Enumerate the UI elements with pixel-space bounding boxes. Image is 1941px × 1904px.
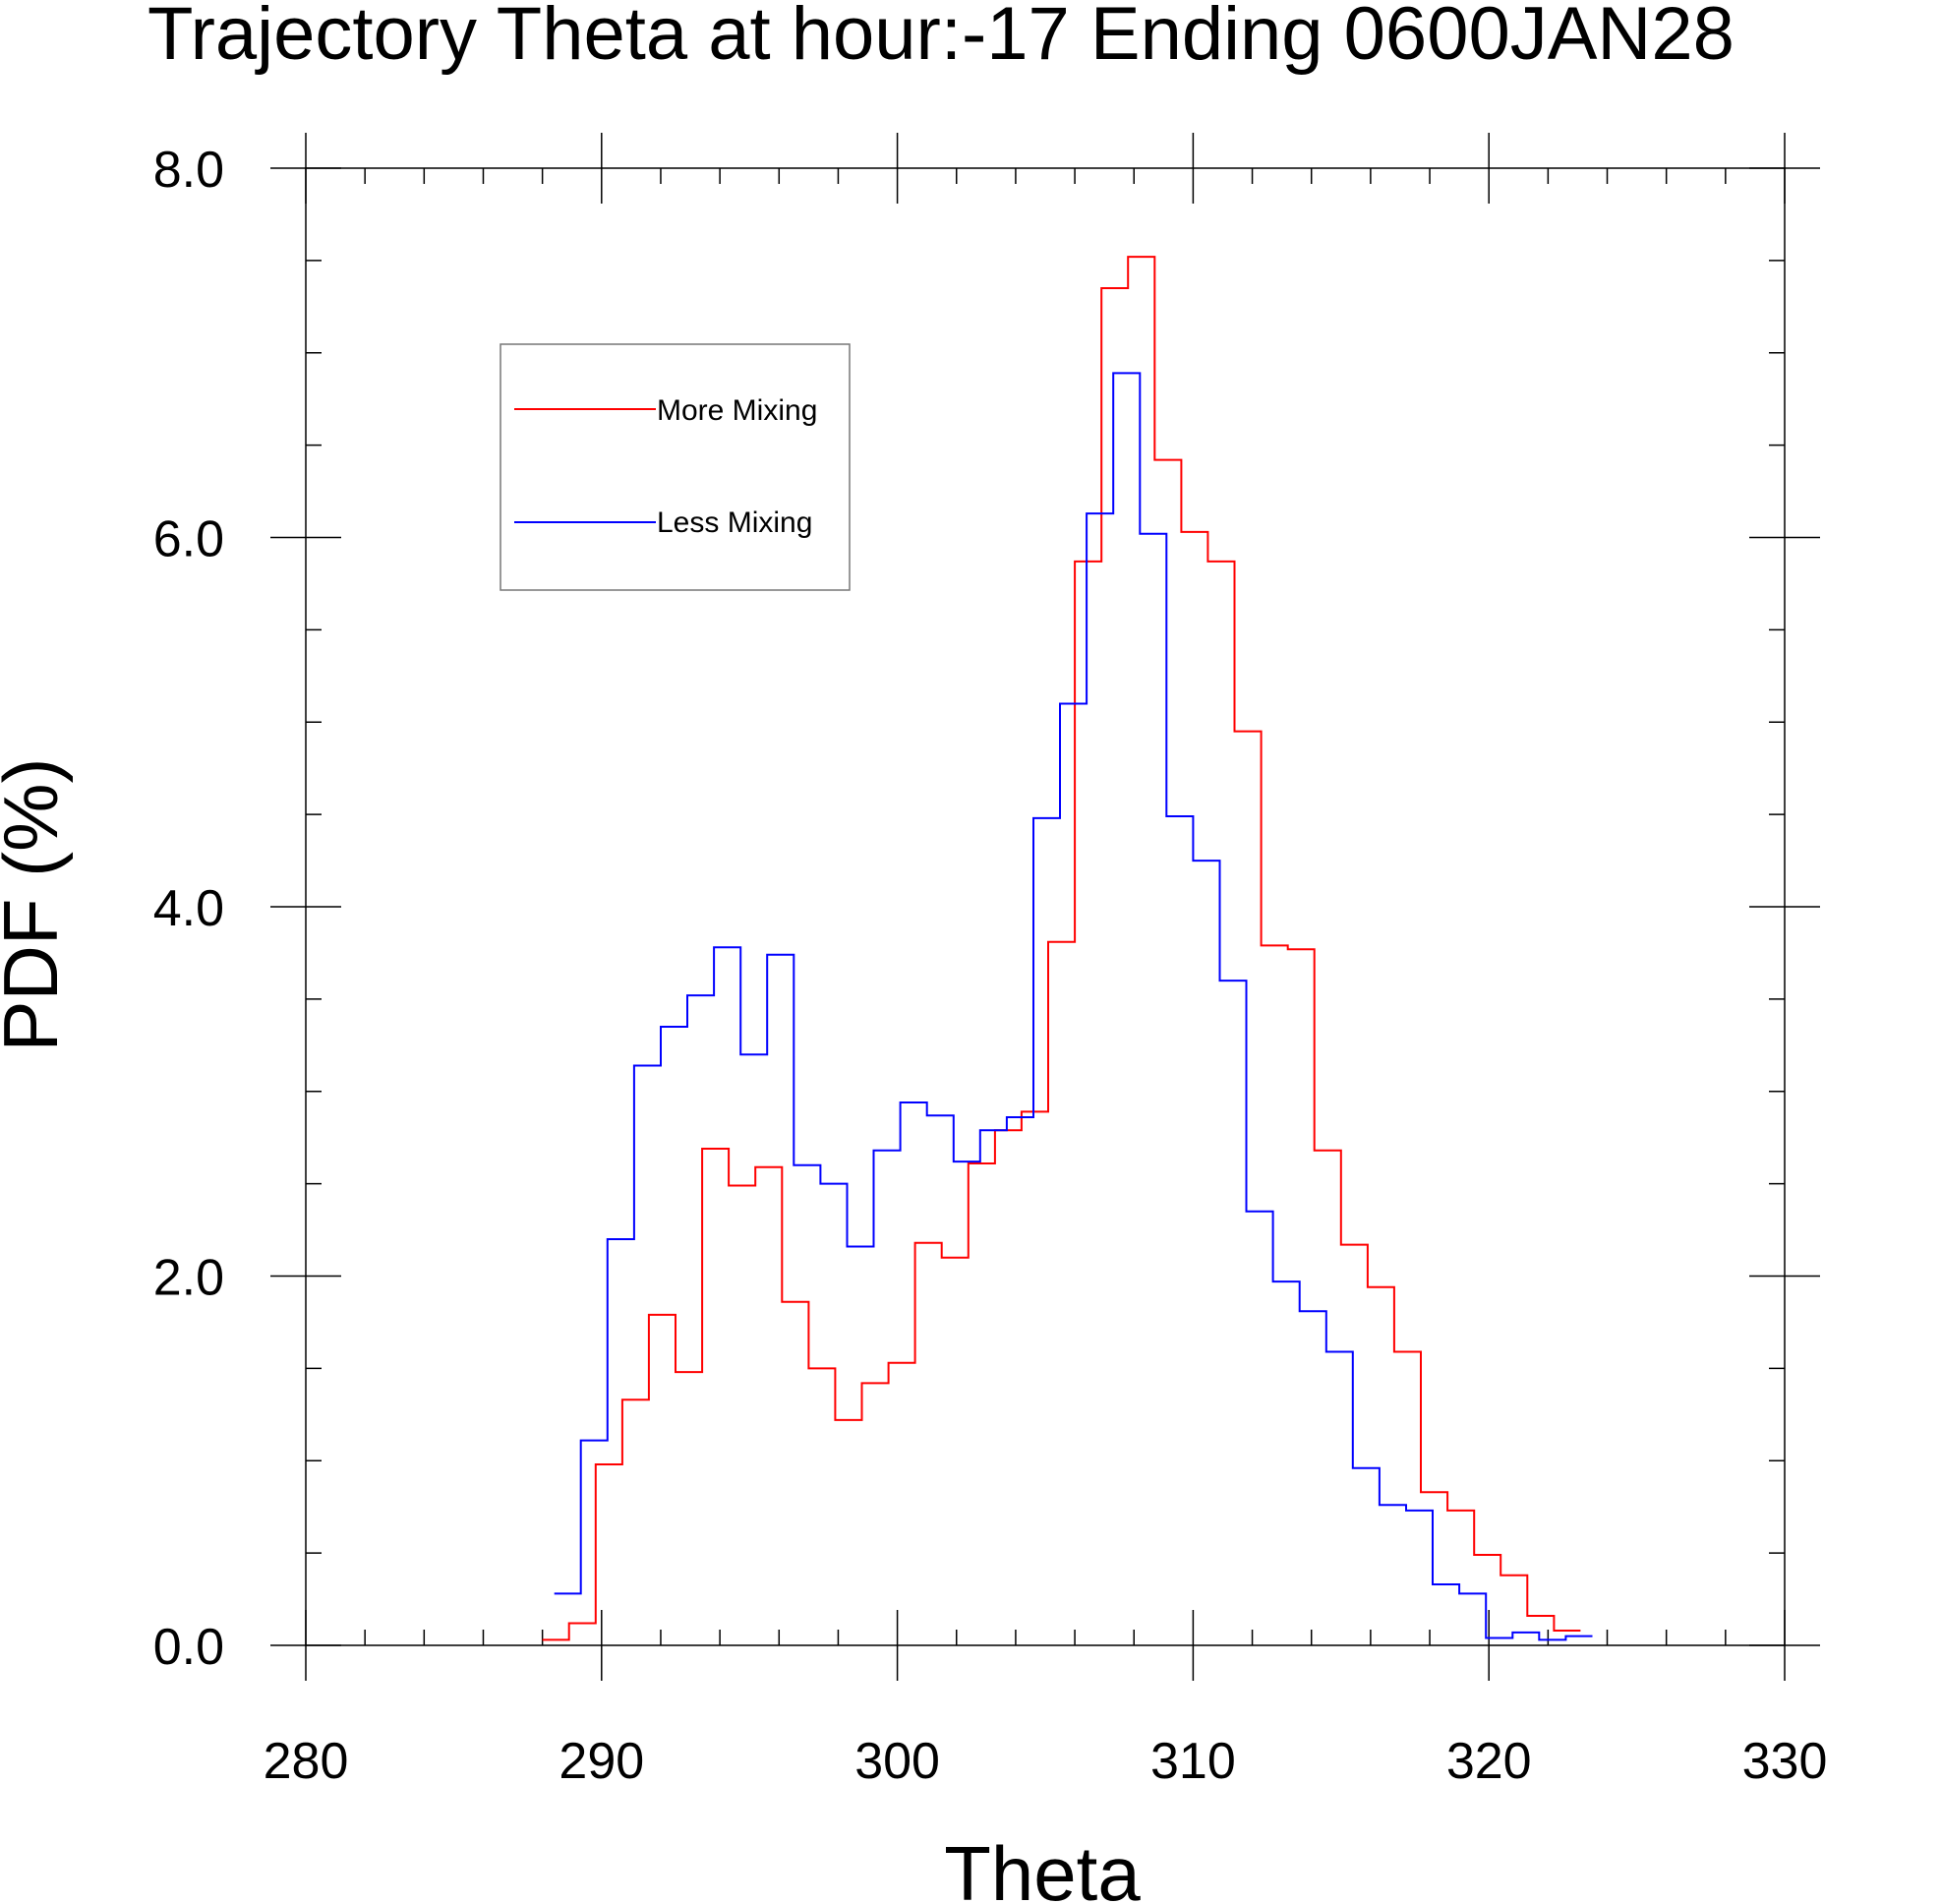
x-tick-label: 310 xyxy=(1150,1733,1236,1790)
legend: More Mixing Less Mixing xyxy=(500,343,851,591)
y-tick-label: 0.0 xyxy=(153,1619,224,1676)
y-tick-label: 8.0 xyxy=(153,142,224,199)
legend-label-less-mixing: Less Mixing xyxy=(657,506,812,539)
y-axis-label: PDF (%) xyxy=(0,758,74,1052)
x-axis-label: Theta xyxy=(944,1830,1141,1904)
x-tick-label: 300 xyxy=(854,1733,940,1790)
x-tick-label: 280 xyxy=(264,1733,349,1790)
y-tick-label: 4.0 xyxy=(153,880,224,937)
axis-ticks xyxy=(270,133,1820,1681)
chart-title: Trajectory Theta at hour:-17 Ending 0600… xyxy=(147,0,1735,76)
x-tick-label: 330 xyxy=(1742,1733,1828,1790)
series-layer xyxy=(542,256,1593,1641)
x-tick-label: 290 xyxy=(559,1733,644,1790)
series-line-more-mixing xyxy=(542,256,1581,1641)
legend-box xyxy=(500,343,851,591)
x-tick-label: 320 xyxy=(1446,1733,1532,1790)
axis-tick-labels: 280 290 300 310 320 330 0.0 2.0 4.0 6.0 8.0 xyxy=(153,142,1828,1790)
series-line-less-mixing xyxy=(554,372,1593,1641)
y-tick-label: 6.0 xyxy=(153,511,224,568)
legend-label-more-mixing: More Mixing xyxy=(657,394,817,427)
y-tick-label: 2.0 xyxy=(153,1250,224,1307)
